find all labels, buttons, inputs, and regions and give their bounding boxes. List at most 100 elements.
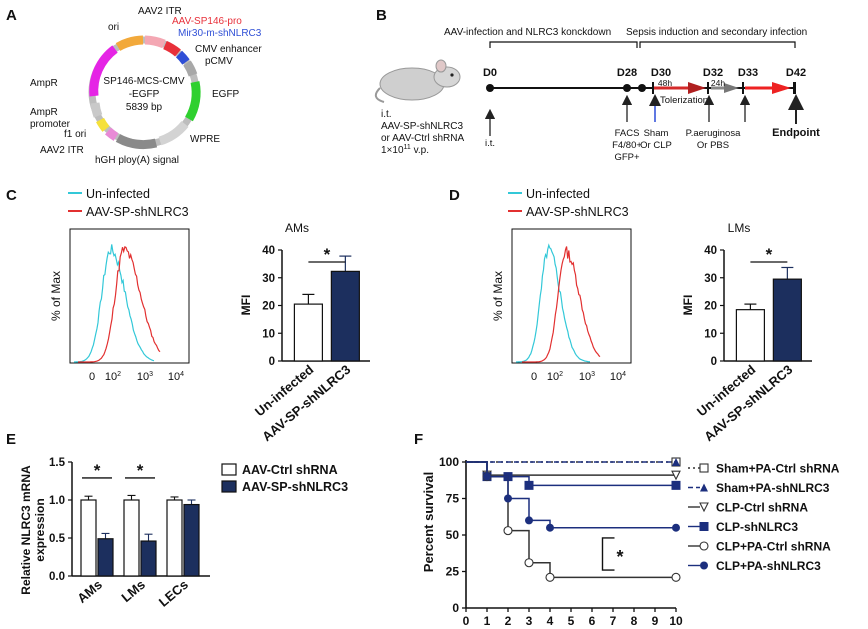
c-hist-shnlrc3 <box>78 246 161 363</box>
panel-label-b: B <box>376 7 387 24</box>
f-legend-label-2: CLP-Ctrl shRNA <box>716 501 808 515</box>
d-ytick-1: 10 <box>704 328 717 340</box>
hgh-arc <box>115 133 158 150</box>
label-48h: 48h <box>658 78 672 88</box>
f-ytick-3: 75 <box>446 492 460 506</box>
d-bar-0 <box>735 309 766 362</box>
header-sepsis: Sepsis induction and secondary infection <box>626 27 807 38</box>
d-bar-1 <box>772 278 802 362</box>
c-legend-uninfected: Un-infected <box>86 187 150 201</box>
f-legend-label-0: Sham+PA-Ctrl shRNA <box>716 462 840 476</box>
f-point-4-3 <box>524 558 534 568</box>
e-legend-shnlrc3: AAV-SP-shNLRC3 <box>242 480 348 494</box>
endpoint-label: Endpoint <box>772 127 820 139</box>
24h-arrow <box>724 83 739 93</box>
day-d28: D28 <box>617 67 637 79</box>
e-ytick-2: 1.0 <box>49 495 65 507</box>
f1-ori-arc <box>96 117 110 132</box>
c-bar-0 <box>293 303 323 362</box>
d-bar-title: LMs <box>728 221 751 235</box>
e-bar-0-0 <box>80 499 97 577</box>
f-ytick-2: 50 <box>446 528 460 542</box>
sham-l1: Sham <box>644 128 669 139</box>
e-cat-1: LMs <box>118 577 148 605</box>
day-d42: D42 <box>786 67 806 79</box>
header-aav: AAV-infection and NLRC3 konckdown <box>444 27 611 38</box>
d-bar-ylabel: MFI <box>681 295 695 316</box>
label-aav2-itr-top: AAV2 ITR <box>138 6 182 17</box>
day-d32: D32 <box>703 67 723 79</box>
e-bar-2-1 <box>183 503 200 577</box>
d-sig-star: * <box>766 245 773 264</box>
label-24h: 24h <box>711 78 725 88</box>
f-point-3-4 <box>671 480 681 490</box>
f-ytick-1: 25 <box>446 565 460 579</box>
ampr-arc <box>89 45 118 97</box>
e-legend-ctrl: AAV-Ctrl shRNA <box>242 463 338 477</box>
label-wpre: WPRE <box>190 134 220 145</box>
label-ampr: AmpR <box>30 78 58 89</box>
facs-l2: F4/80+ <box>612 140 642 151</box>
c-sig-star: * <box>324 245 331 264</box>
panel-label-f: F <box>414 431 423 448</box>
sham-l2: Or CLP <box>640 140 672 151</box>
f-point-4-5 <box>671 572 681 582</box>
panel-d: Un-infected AAV-SP-shNLRC3 % of Max 0 10… <box>491 187 812 444</box>
c-ytick-1: 10 <box>262 328 275 340</box>
e-ylabel-l2: expression <box>33 498 47 561</box>
label-hgh: hGH ploy(A) signal <box>95 155 179 166</box>
f-legend-label-1: Sham+PA-shNLRC3 <box>716 481 830 495</box>
label-tolerization: Tolerization <box>660 95 708 106</box>
d-hist-frame <box>511 228 632 364</box>
c-bar-title: AMs <box>285 221 309 235</box>
d30-dot <box>638 84 646 92</box>
route-label: i.t. <box>381 109 392 120</box>
label-egfp: EGFP <box>212 89 240 100</box>
mouse-icon <box>374 59 461 103</box>
e-ytick-0: 0.0 <box>49 571 65 583</box>
c-bar-ylabel: MFI <box>239 295 253 316</box>
f-legend-marker-4 <box>699 541 709 551</box>
label-ori: ori <box>108 22 119 33</box>
d-hist-ylabel: % of Max <box>491 271 505 321</box>
f-legend: Sham+PA-Ctrl shRNA Sham+PA-shNLRC3 CLP-Ctr… <box>688 462 840 573</box>
panel-label-e: E <box>6 431 16 448</box>
egfp-arc <box>185 81 201 122</box>
e-cat-2: LECs <box>156 577 191 610</box>
f-series-line-4 <box>466 461 676 579</box>
infection-arrow <box>772 82 791 94</box>
c-hist-frame <box>69 228 190 364</box>
bracket-aav <box>489 41 638 48</box>
d-hist-shnlrc3 <box>522 246 601 363</box>
f-legend-marker-1 <box>700 483 708 492</box>
panel-label-d: D <box>449 187 460 204</box>
e-ytick-1: 0.5 <box>49 533 66 545</box>
c-legend-shnlrc3: AAV-SP-shNLRC3 <box>86 205 189 219</box>
label-aav2-itr-bottom: AAV2 ITR <box>40 145 84 156</box>
day-d30: D30 <box>651 67 671 79</box>
f-xtick-10: 10 <box>669 614 683 628</box>
d-xtick-4: 104 <box>610 371 626 383</box>
f-xtick-2: 2 <box>505 614 512 628</box>
c-xtick-3: 103 <box>137 371 153 383</box>
e-bar-0-1 <box>97 538 114 577</box>
e-legend-swatch-shnlrc3 <box>221 480 237 493</box>
label-ampr-promoter-l2: promoter <box>30 119 71 130</box>
c-xtick-0: 0 <box>89 371 95 383</box>
d0-dot <box>486 84 494 92</box>
d-ytick-4: 40 <box>704 245 717 257</box>
f-sig-star: * <box>617 547 624 567</box>
d-xtick-3: 103 <box>579 371 595 383</box>
label-pcmv: pCMV <box>205 56 233 67</box>
c-ytick-4: 40 <box>262 245 275 257</box>
f-xtick-1: 1 <box>484 614 491 628</box>
treat-line1: AAV-SP-shNLRC3 <box>381 121 464 132</box>
panel-label-c: C <box>6 187 17 204</box>
d-legend-uninfected: Un-infected <box>526 187 590 201</box>
ampr-promoter-arc <box>90 102 103 118</box>
d-ytick-2: 20 <box>704 301 717 313</box>
panel-label-a: A <box>6 7 17 24</box>
